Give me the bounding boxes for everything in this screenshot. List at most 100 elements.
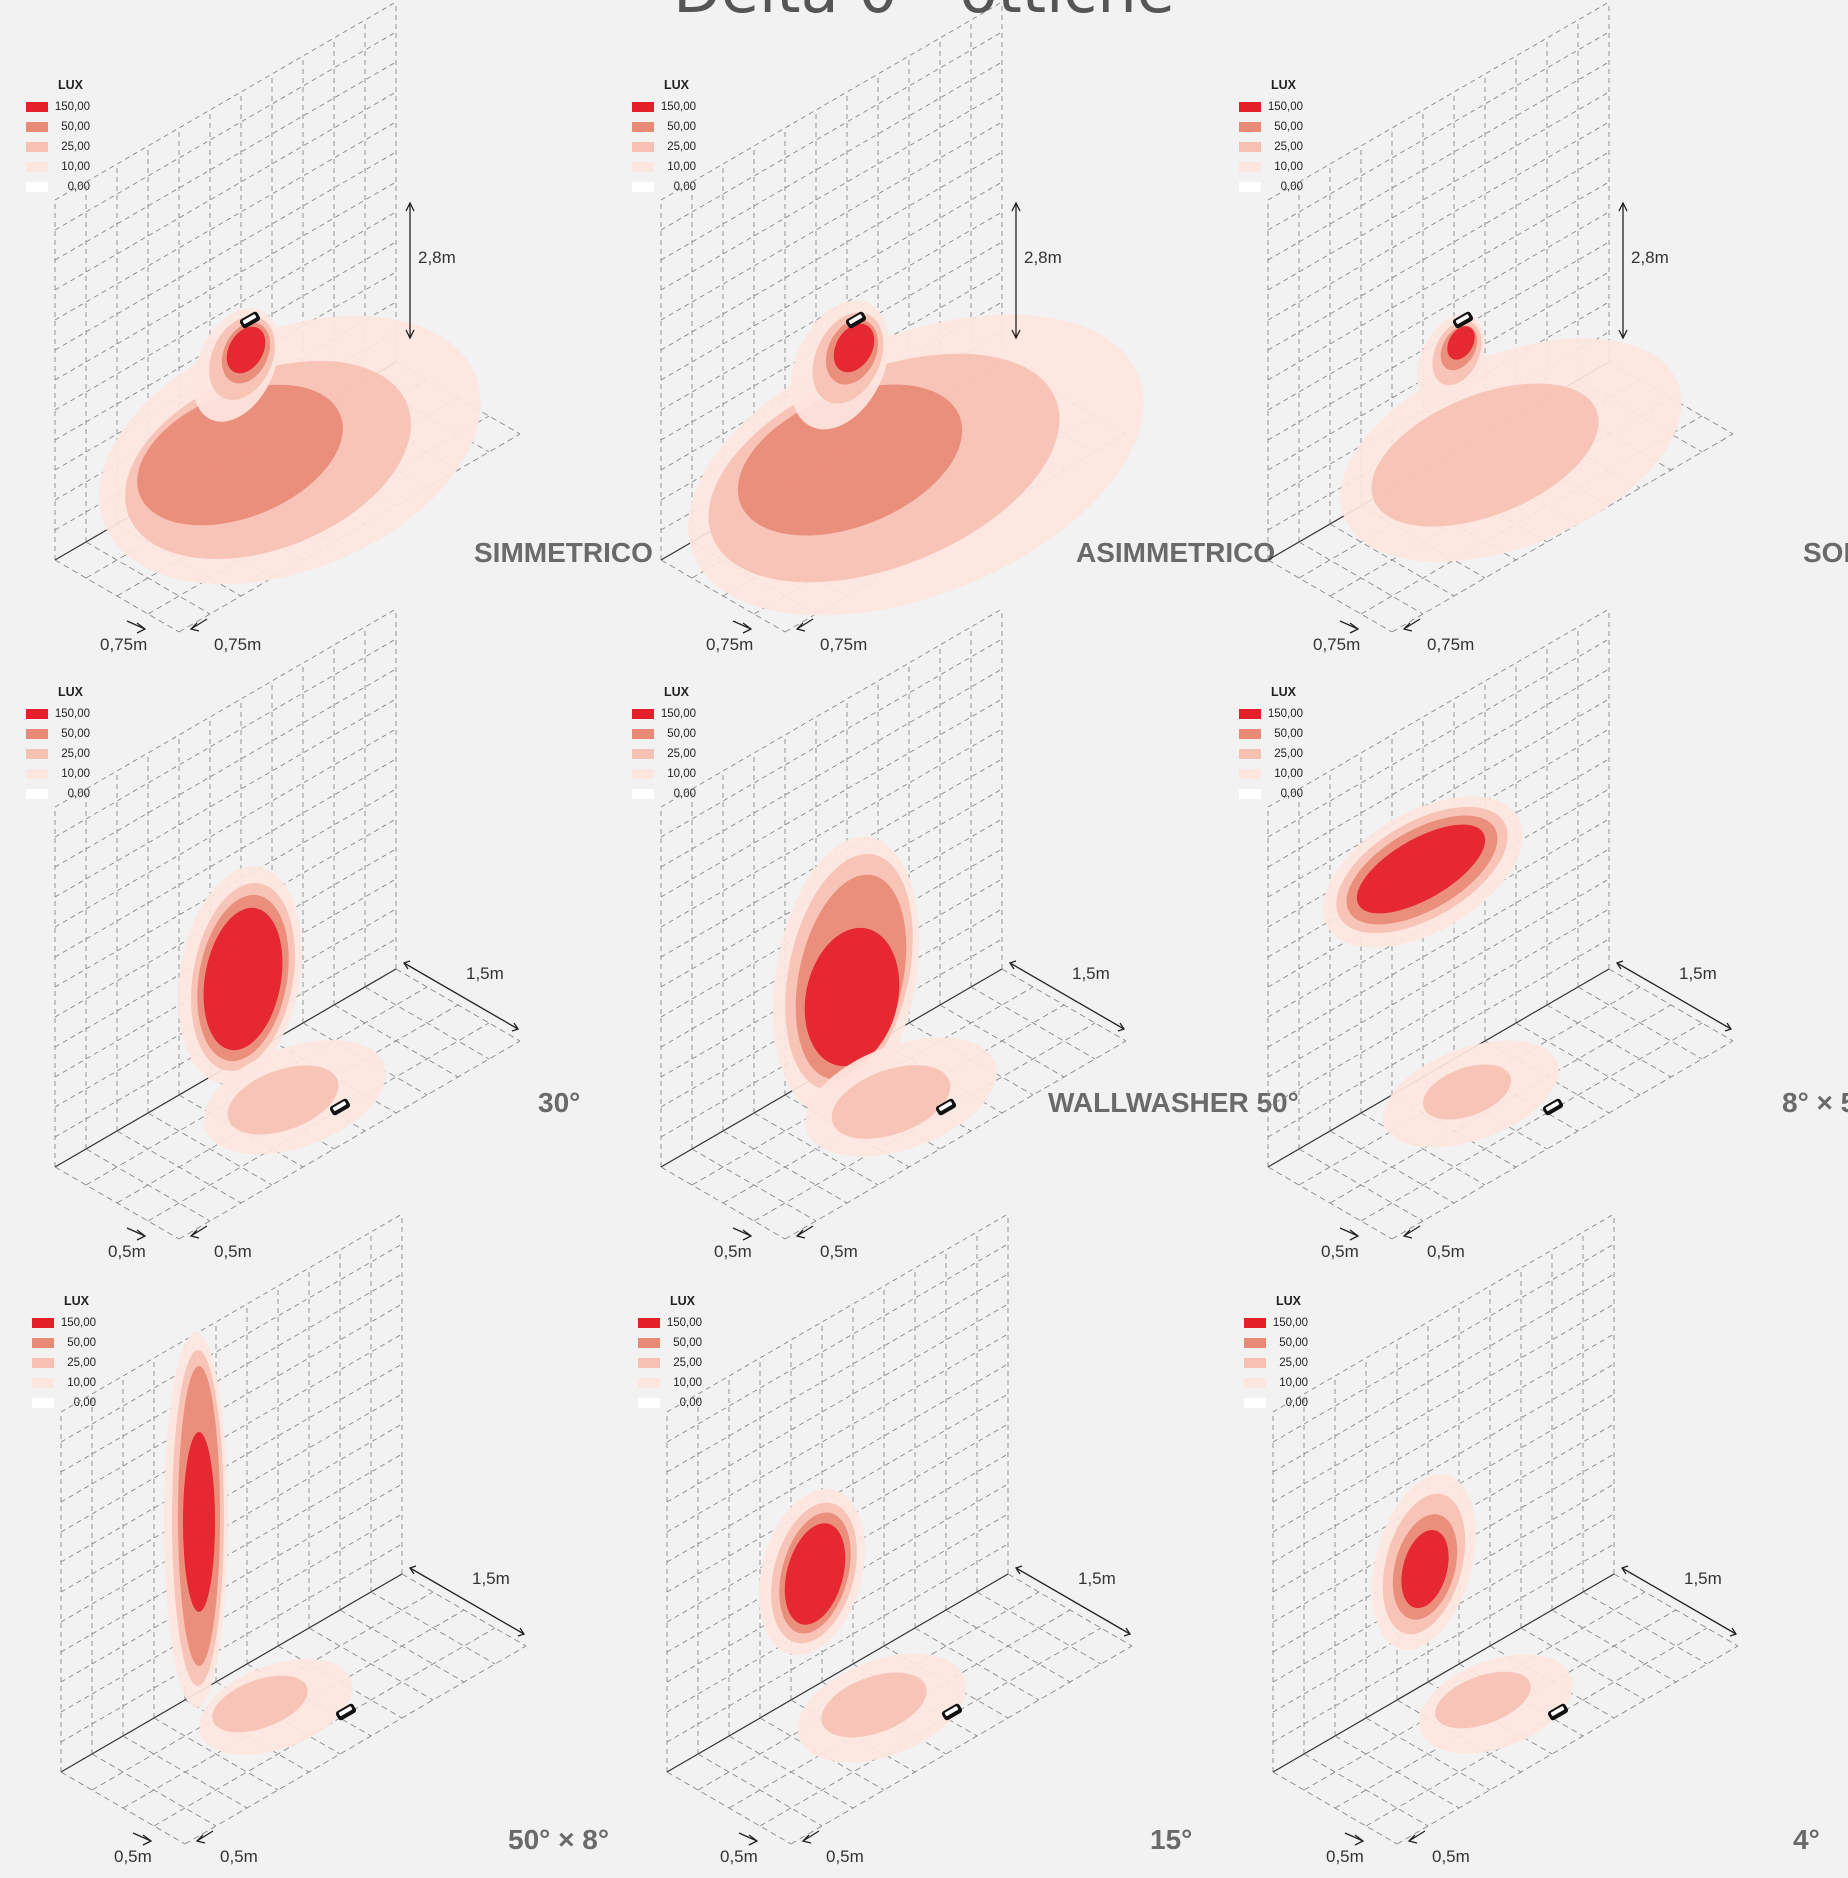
legend-swatch (26, 749, 48, 759)
legend-item: 50,00 (1239, 724, 1303, 744)
isometric-grid-diagram: 1,5m 0,5m 0,5m (660, 608, 1127, 1261)
dimension-arrows (1339, 201, 1628, 634)
legend-swatch (32, 1378, 54, 1388)
legend-value: 25,00 (67, 1357, 96, 1369)
legend-heading: LUX (664, 78, 689, 92)
legend-heading: LUX (1271, 78, 1296, 92)
legend-item: 0,00 (1239, 177, 1303, 197)
luminaire-icon (941, 1703, 963, 1721)
legend-item: 50,00 (632, 724, 696, 744)
isometric-grid-diagram: 1,5m 0,5m 0,5m (60, 1213, 527, 1866)
dimension-arrows (126, 201, 415, 634)
optic-panel: LUX 150,00 50,00 25,00 10,00 0,00 1,5m 0,5m 0,5m… (1218, 1213, 1824, 1878)
legend-swatch (1239, 729, 1261, 739)
legend-value: 10,00 (61, 161, 90, 173)
legend-value: 0,00 (673, 788, 696, 800)
grid-spacing-label: 0,5m (214, 1242, 252, 1261)
lux-contour-25 (821, 1672, 927, 1738)
legend-swatch (632, 182, 654, 192)
legend-value: 150,00 (60, 1317, 96, 1329)
lux-legend: LUX 150,00 50,00 25,00 10,00 0,00 (1239, 685, 1303, 804)
luminaire-icon (239, 311, 261, 329)
legend-swatch (1244, 1318, 1266, 1328)
illuminance-contours (99, 308, 481, 585)
legend-item: 50,00 (26, 117, 90, 137)
depth-dimension-label: 1,5m (1078, 1569, 1116, 1588)
legend-item: 150,00 (32, 1313, 96, 1333)
legend-item: 50,00 (632, 117, 696, 137)
lux-contour-25 (227, 1065, 339, 1135)
optic-name-label: SIMMETRICO (474, 537, 653, 568)
legend-swatch (26, 769, 48, 779)
lux-legend: LUX 150,00 50,00 25,00 10,00 0,00 (638, 1294, 702, 1413)
legend-value: 50,00 (1274, 121, 1303, 133)
legend-heading: LUX (670, 1294, 695, 1308)
illuminance-contours (177, 866, 386, 1155)
legend-swatch (26, 789, 48, 799)
legend-swatch (638, 1378, 660, 1388)
legend-swatch (638, 1318, 660, 1328)
optic-panel: LUX 150,00 50,00 25,00 10,00 0,00 1,5m 0,5m 0,5m… (606, 608, 1299, 1273)
illuminance-contours (758, 1488, 967, 1763)
legend-swatch (632, 749, 654, 759)
optic-panel: LUX 150,00 50,00 25,00 10,00 0,00 2,8m 0,75m 0,7… (0, 1, 653, 666)
legend-swatch (26, 709, 48, 719)
height-dimension-label: 2,8m (1631, 248, 1669, 267)
legend-swatch (638, 1398, 660, 1408)
isometric-grid-diagram: 2,8m 0,75m 0,75m (1267, 1, 1734, 654)
isometric-grid-diagram: 2,8m 0,75m 0,75m (660, 1, 1144, 654)
legend-value: 25,00 (61, 748, 90, 760)
wall-grid (1272, 1213, 1615, 1772)
legend-item: 50,00 (1239, 117, 1303, 137)
grid-spacing-label: 0,5m (1432, 1847, 1470, 1866)
legend-item: 10,00 (638, 1373, 702, 1393)
legend-item: 50,00 (32, 1333, 96, 1353)
legend-item: 150,00 (632, 97, 696, 117)
legend-value: 25,00 (1279, 1357, 1308, 1369)
isometric-grid-diagram: 1,5m 0,5m 0,5m (54, 608, 521, 1261)
legend-swatch (32, 1338, 54, 1348)
legend-heading: LUX (664, 685, 689, 699)
legend-swatch (1244, 1378, 1266, 1388)
legend-item: 0,00 (26, 784, 90, 804)
lux-contour-25 (1371, 383, 1599, 527)
dimension-arrows (732, 201, 1021, 634)
legend-item: 50,00 (26, 724, 90, 744)
grid-spacing-label: 0,75m (820, 635, 867, 654)
optic-name-label: 50° × 8° (508, 1824, 610, 1855)
grid-spacing-label: 0,5m (826, 1847, 864, 1866)
grid-spacing-label: 0,5m (114, 1847, 152, 1866)
isometric-grid-diagram: 1,5m 0,5m 0,5m (1267, 608, 1734, 1261)
legend-swatch (26, 122, 48, 132)
grid-spacing-label: 0,75m (1313, 635, 1360, 654)
optic-panel: LUX 150,00 50,00 25,00 10,00 0,00 1,5m 0,5m 0,5m… (0, 608, 606, 1273)
illuminance-contours (1340, 314, 1682, 562)
legend-swatch (1239, 709, 1261, 719)
grid-spacing-label: 0,5m (714, 1242, 752, 1261)
legend-heading: LUX (1276, 1294, 1301, 1308)
legend-item: 10,00 (632, 157, 696, 177)
lux-contour-150 (804, 927, 900, 1067)
luminaire-icon (935, 1098, 957, 1116)
lux-contour-150 (784, 1523, 846, 1625)
lux-contour-50 (137, 384, 343, 526)
optic-panel: LUX 150,00 50,00 25,00 10,00 0,00 2,8m 0,75m 0,7… (606, 1, 1275, 666)
legend-item: 150,00 (1239, 704, 1303, 724)
legend-value: 0,00 (73, 1397, 96, 1409)
legend-item: 10,00 (1239, 157, 1303, 177)
legend-value: 25,00 (667, 748, 696, 760)
legend-item: 150,00 (1239, 97, 1303, 117)
legend-swatch (1239, 182, 1261, 192)
legend-swatch (632, 729, 654, 739)
lux-legend: LUX 150,00 50,00 25,00 10,00 0,00 (26, 78, 90, 197)
legend-value: 10,00 (67, 1377, 96, 1389)
page-title: Delta 0 - ottiche (0, 0, 1848, 27)
illuminance-contours (1323, 796, 1559, 1148)
legend-swatch (32, 1358, 54, 1368)
legend-item: 25,00 (32, 1353, 96, 1373)
legend-swatch (632, 142, 654, 152)
legend-heading: LUX (64, 1294, 89, 1308)
legend-item: 150,00 (1244, 1313, 1308, 1333)
legend-value: 10,00 (1279, 1377, 1308, 1389)
legend-swatch (632, 789, 654, 799)
